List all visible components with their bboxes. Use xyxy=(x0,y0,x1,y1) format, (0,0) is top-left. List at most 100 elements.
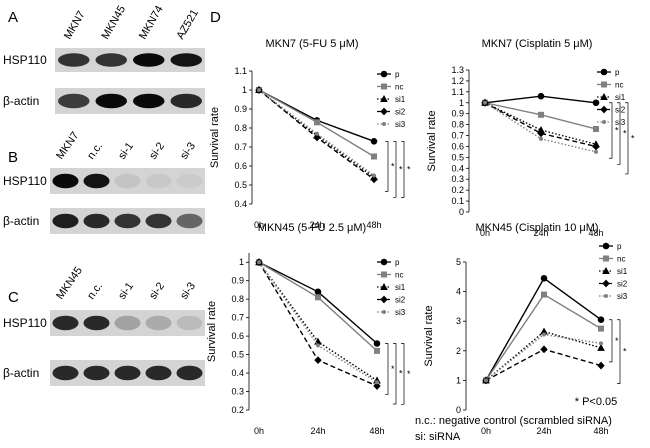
row-label: β-actin xyxy=(3,94,39,108)
marker xyxy=(315,294,321,301)
marker xyxy=(600,105,608,114)
legend-label: nc xyxy=(395,271,403,280)
y-tick-label: 1 xyxy=(239,257,244,267)
significance-mark: * xyxy=(391,161,395,171)
y-tick-label: 0.3 xyxy=(451,174,464,184)
significance-mark: * xyxy=(391,364,395,374)
band xyxy=(83,365,110,381)
marker xyxy=(381,271,387,278)
panel-letter: A xyxy=(8,9,18,26)
y-tick-label: 0.9 xyxy=(234,104,247,114)
x-tick-label: 48h xyxy=(593,426,608,436)
marker xyxy=(540,274,548,282)
y-tick-label: 0.9 xyxy=(231,276,244,286)
lane-label: si-3 xyxy=(178,140,198,161)
row-label: β-actin xyxy=(3,366,39,380)
x-tick-label: 24h xyxy=(310,426,325,436)
y-tick-label: 0.4 xyxy=(234,199,247,209)
marker xyxy=(599,341,603,346)
panel-letter: B xyxy=(8,149,18,166)
marker xyxy=(484,378,488,383)
marker xyxy=(597,343,605,351)
legend-label: p xyxy=(617,242,622,251)
legend-label: nc xyxy=(617,255,625,264)
y-axis-label: Survival rate xyxy=(206,301,218,362)
y-tick-label: 3 xyxy=(456,316,461,326)
y-tick-label: 1.2 xyxy=(451,76,464,86)
lane-label: MKN45 xyxy=(54,265,85,302)
row-label: β-actin xyxy=(3,214,39,228)
band xyxy=(95,93,127,109)
panel-letter: C xyxy=(8,289,19,306)
y-tick-label: 0 xyxy=(456,405,461,415)
marker xyxy=(373,340,381,347)
legend-label: si1 xyxy=(395,283,406,292)
legend-label: si3 xyxy=(395,120,406,129)
y-tick-label: 0.8 xyxy=(451,120,464,130)
band xyxy=(114,365,141,381)
significance-mark: * xyxy=(407,164,411,174)
marker xyxy=(602,120,606,124)
marker xyxy=(374,347,380,354)
marker xyxy=(370,175,378,184)
marker xyxy=(597,316,605,324)
y-tick-label: 4 xyxy=(456,287,461,297)
band xyxy=(145,213,172,229)
legend-label: si2 xyxy=(617,280,628,289)
y-tick-label: 0.5 xyxy=(231,350,244,360)
marker xyxy=(382,122,386,126)
legend-label: si3 xyxy=(395,308,406,317)
lane-label: MKN45 xyxy=(99,4,128,42)
bracket xyxy=(617,319,621,384)
significance-mark: * xyxy=(623,347,627,357)
bracket xyxy=(401,140,405,198)
significance-mark: * xyxy=(615,126,619,136)
lane-label: MKN74 xyxy=(137,4,166,42)
y-tick-label: 0.8 xyxy=(234,123,247,133)
series-line xyxy=(258,261,378,387)
legend-label: nc xyxy=(615,81,623,90)
marker xyxy=(371,153,377,160)
marker xyxy=(594,149,598,154)
marker xyxy=(539,136,543,141)
band xyxy=(145,315,172,331)
band xyxy=(170,93,202,109)
y-tick-label: 0 xyxy=(459,207,464,217)
marker xyxy=(382,310,386,314)
marker xyxy=(316,343,320,348)
marker xyxy=(373,382,381,390)
band xyxy=(83,213,110,229)
band xyxy=(83,173,110,189)
lane-label: si-3 xyxy=(178,280,198,301)
band xyxy=(58,53,90,67)
y-tick-label: 0.5 xyxy=(451,152,464,162)
band xyxy=(95,53,127,67)
legend-label: si3 xyxy=(617,292,628,301)
marker xyxy=(541,291,547,298)
legend-label: si2 xyxy=(395,296,406,305)
marker xyxy=(314,119,320,126)
marker xyxy=(598,325,604,332)
y-tick-label: 0.7 xyxy=(231,313,244,323)
lane-label: MKN7 xyxy=(62,9,88,41)
marker xyxy=(603,255,609,262)
marker xyxy=(600,68,608,76)
marker xyxy=(370,138,378,145)
y-tick-label: 0.1 xyxy=(451,196,464,206)
x-tick-label: 24h xyxy=(309,220,324,230)
y-tick-label: 0.4 xyxy=(451,163,464,173)
chart-title: MKN45 (Cisplatin 10 μM) xyxy=(475,222,598,234)
marker xyxy=(602,242,610,250)
band xyxy=(114,173,141,189)
x-tick-label: 48h xyxy=(366,220,381,230)
y-axis-label: Survival rate xyxy=(209,107,221,168)
marker xyxy=(315,131,319,136)
band xyxy=(83,315,110,331)
band xyxy=(114,315,141,331)
y-tick-label: 0.7 xyxy=(234,142,247,152)
series-line xyxy=(485,330,602,381)
y-tick-label: 0.6 xyxy=(451,141,464,151)
lane-label: si-1 xyxy=(116,280,136,301)
row-label: HSP110 xyxy=(3,174,47,188)
legend-label: p xyxy=(395,258,400,267)
